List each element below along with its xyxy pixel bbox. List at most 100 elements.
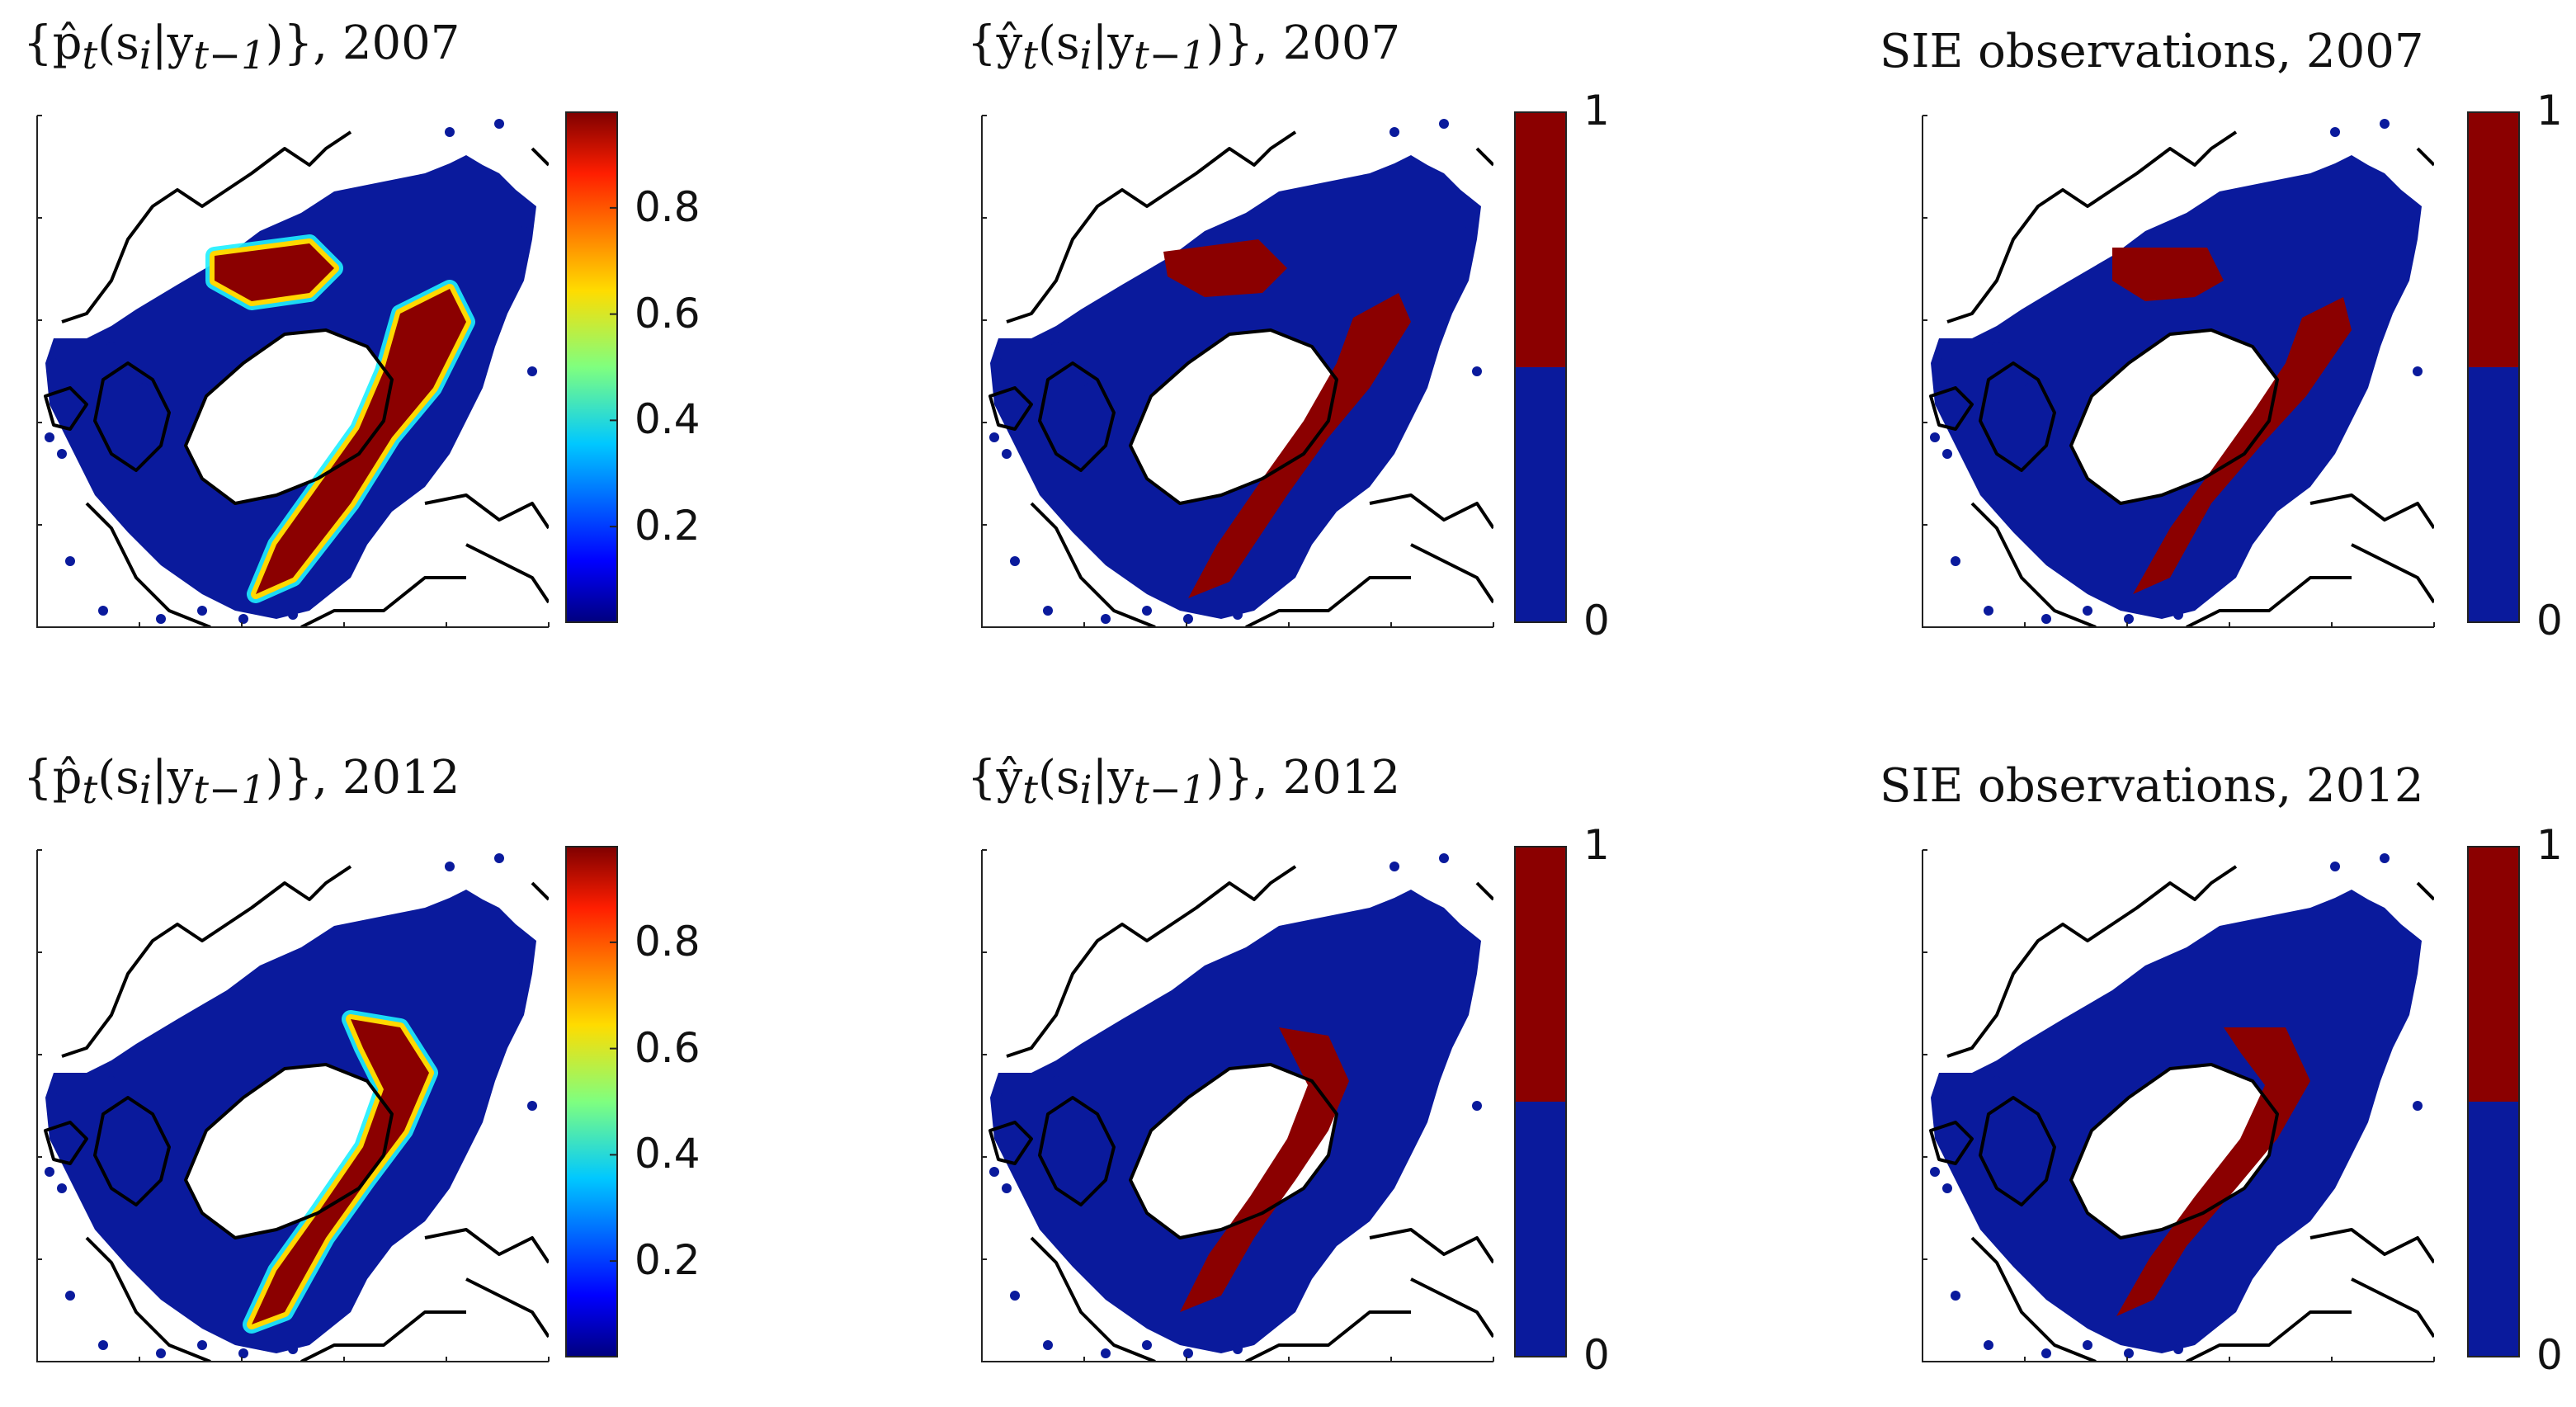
ice-region xyxy=(1931,890,2422,1353)
coast-dot xyxy=(2404,226,2414,236)
colorbar-frame xyxy=(1514,846,1567,1357)
coast-dot xyxy=(2025,1117,2035,1127)
coast-dot xyxy=(197,1340,207,1350)
colorbar-tick-label: 0.8 xyxy=(635,182,701,231)
coast-dot xyxy=(1233,1344,1243,1354)
coast-dot xyxy=(2380,119,2390,129)
coast-dot xyxy=(2173,1344,2183,1354)
panel-title: SIE observations, 2012 xyxy=(1880,759,2424,813)
coast-dot xyxy=(2330,862,2340,871)
coastline xyxy=(1030,502,1156,627)
ice-region xyxy=(45,155,536,619)
coast-dot xyxy=(989,432,999,442)
coastline xyxy=(988,386,1033,431)
coastline xyxy=(1006,130,1297,323)
coast-dot xyxy=(989,1167,999,1177)
coast-dot xyxy=(1043,1340,1053,1350)
coast-dot xyxy=(1984,1340,1993,1350)
coastline xyxy=(988,1121,1033,1165)
coast-dot xyxy=(445,862,455,871)
coastline xyxy=(1475,881,1493,901)
colorbar-frame xyxy=(1514,111,1567,623)
coast-dot xyxy=(2173,610,2183,620)
coast-dot xyxy=(1084,383,1094,393)
coastline xyxy=(531,881,549,901)
coastline xyxy=(2069,328,2279,505)
coast-dot xyxy=(98,606,108,616)
coastline xyxy=(1369,493,1493,530)
coastline xyxy=(93,361,171,472)
colorbar-tick-label: 0.6 xyxy=(635,1023,701,1072)
coast-dot xyxy=(527,366,537,376)
coast-dot xyxy=(494,853,504,863)
colorbar xyxy=(2467,111,2520,623)
coast-dot xyxy=(57,449,67,459)
coast-dot xyxy=(49,358,59,368)
coastline xyxy=(1030,1236,1156,1362)
coast-dot xyxy=(106,342,116,352)
colorbar-tick-label: 1 xyxy=(2536,87,2563,135)
coastline xyxy=(1979,1096,2056,1206)
coastline xyxy=(1369,1228,1493,1264)
colorbar-segment-0 xyxy=(2468,1102,2519,1357)
coast-dot xyxy=(1183,1348,1193,1358)
coastline xyxy=(93,1096,171,1206)
colorbar-segment-1 xyxy=(1515,847,1566,1102)
coast-dot xyxy=(1002,449,1012,459)
map-prob-2007 xyxy=(36,115,550,628)
coastline xyxy=(1970,502,2097,627)
coast-dot xyxy=(1930,432,1940,442)
coastline xyxy=(1979,361,2056,472)
colorbar-tick-label: 0 xyxy=(2536,597,2563,644)
colorbar-tick-label: 0.4 xyxy=(635,395,701,444)
coast-dot xyxy=(494,119,504,129)
coastline xyxy=(44,386,88,431)
coast-dot xyxy=(2330,127,2340,137)
colorbar-segment-0 xyxy=(1515,1102,1566,1357)
coast-dot xyxy=(1930,1167,1940,1177)
colorbar-segment-1 xyxy=(2468,847,2519,1102)
coast-dot xyxy=(1101,1348,1111,1358)
colorbar-frame xyxy=(2467,846,2520,1357)
coast-dot xyxy=(49,1093,59,1102)
coast-dot xyxy=(2404,961,2414,970)
ice-edge-band xyxy=(2133,297,2352,594)
coastline xyxy=(184,328,394,505)
coastline xyxy=(1946,130,2238,323)
colorbar xyxy=(1514,111,1567,623)
ice-edge-band xyxy=(2112,248,2224,301)
coastline xyxy=(1410,1277,1493,1339)
coast-dot xyxy=(1942,1183,1952,1193)
ice-region xyxy=(990,890,1481,1353)
coast-dot xyxy=(1472,1101,1482,1111)
coast-dot xyxy=(2041,614,2051,624)
coastline xyxy=(2186,576,2352,627)
coast-dot xyxy=(288,1344,298,1354)
coastline xyxy=(1410,543,1493,604)
coast-dot xyxy=(1389,127,1399,137)
coast-dot xyxy=(519,226,529,236)
coast-dot xyxy=(1051,1076,1061,1086)
coast-dot xyxy=(1101,614,1111,624)
colorbar-tick-label: 0 xyxy=(1583,1331,1610,1379)
coast-dot xyxy=(1951,1291,1960,1301)
ice-edge-band xyxy=(215,243,334,301)
coastline xyxy=(2186,1310,2352,1362)
panel-title: {p̂t(si|yt−1)}, 2012 xyxy=(23,751,460,814)
coast-dot xyxy=(2124,614,2134,624)
panel-title: {ŷt(si|yt−1)}, 2012 xyxy=(967,751,1401,814)
panel-title: {p̂t(si|yt−1)}, 2007 xyxy=(23,17,460,79)
coastline xyxy=(1038,361,1116,472)
coast-dot xyxy=(1233,610,1243,620)
colorbar xyxy=(2467,846,2520,1357)
map-obs-2007 xyxy=(1922,115,2435,628)
coast-dot xyxy=(1934,1093,1944,1102)
coastline xyxy=(61,865,352,1058)
coast-dot xyxy=(1010,556,1020,566)
coast-dot xyxy=(1002,1183,1012,1193)
ice-edge-band xyxy=(2116,1027,2310,1316)
coast-dot xyxy=(106,1076,116,1086)
colorbar-tick-label: 0 xyxy=(1583,597,1610,644)
colorbar xyxy=(565,111,618,623)
coastline xyxy=(61,130,352,323)
